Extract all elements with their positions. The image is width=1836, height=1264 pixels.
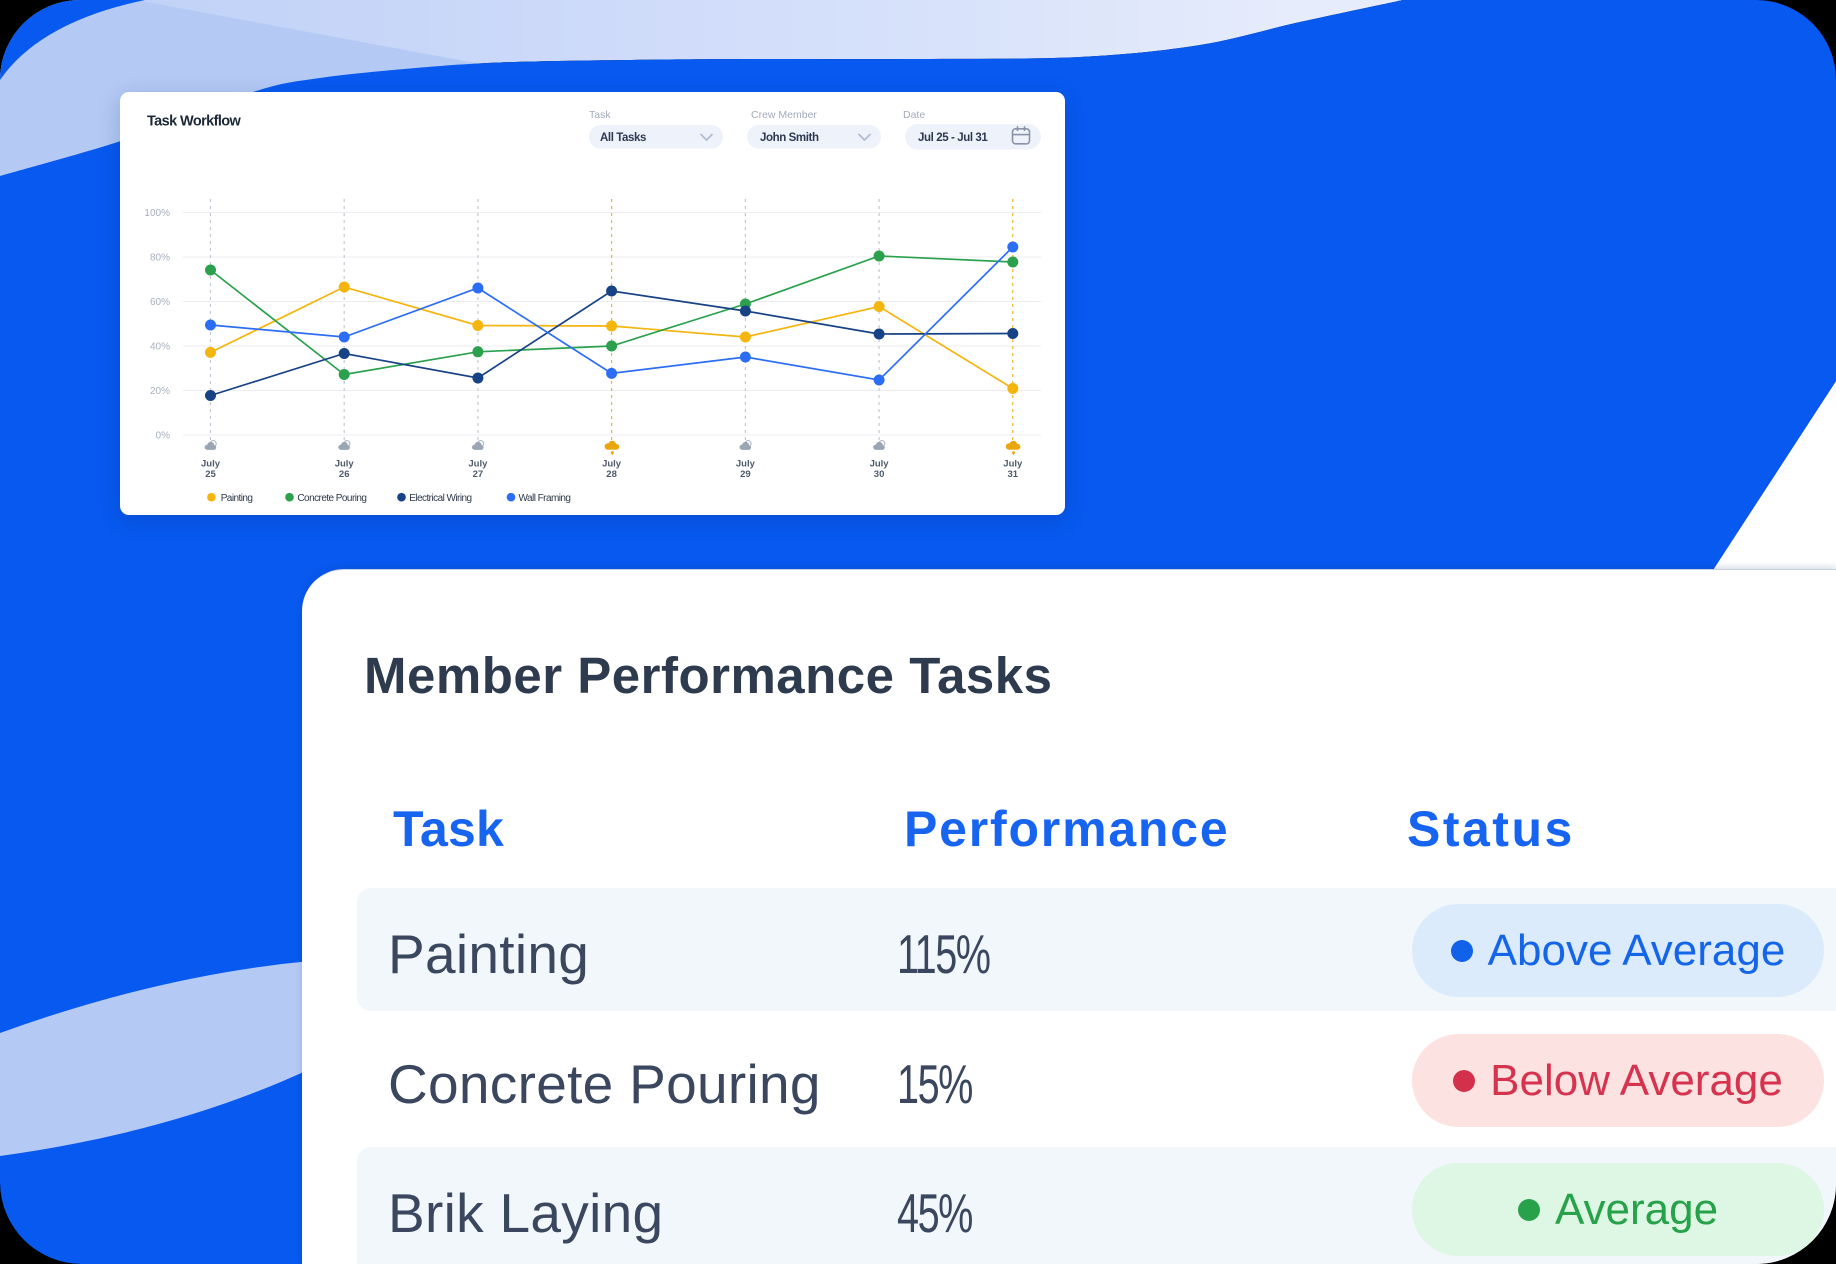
svg-text:John Smith: John Smith [760,132,819,144]
svg-text:Crew Member: Crew Member [751,109,817,121]
svg-text:Concrete Pouring: Concrete Pouring [297,493,366,504]
svg-text:July: July [870,459,890,470]
svg-text:Task: Task [589,109,611,121]
svg-text:July: July [736,459,756,470]
svg-text:Painting: Painting [221,493,253,504]
svg-text:Wall Framing: Wall Framing [519,493,571,504]
svg-text:30: 30 [874,469,885,480]
svg-text:Jul 25 - Jul 31: Jul 25 - Jul 31 [918,132,988,144]
svg-text:29: 29 [740,469,751,480]
svg-text:25: 25 [205,469,216,480]
svg-text:All Tasks: All Tasks [600,132,646,144]
svg-text:July: July [201,459,221,470]
svg-text:Electrical Wiring: Electrical Wiring [409,493,471,504]
svg-text:31: 31 [1008,469,1019,480]
svg-text:July: July [602,459,622,470]
svg-text:July: July [468,459,488,470]
svg-text:Date: Date [903,109,925,121]
svg-text:100%: 100% [144,208,170,219]
svg-text:Task Workflow: Task Workflow [147,114,242,130]
svg-text:26: 26 [339,469,350,480]
svg-text:28: 28 [606,469,617,480]
svg-text:20%: 20% [150,386,170,397]
svg-text:July: July [335,459,355,470]
svg-text:60%: 60% [150,297,170,308]
svg-text:80%: 80% [150,253,170,264]
svg-text:40%: 40% [150,342,170,353]
svg-text:0%: 0% [156,431,171,442]
svg-text:27: 27 [473,469,484,480]
svg-text:July: July [1003,459,1023,470]
